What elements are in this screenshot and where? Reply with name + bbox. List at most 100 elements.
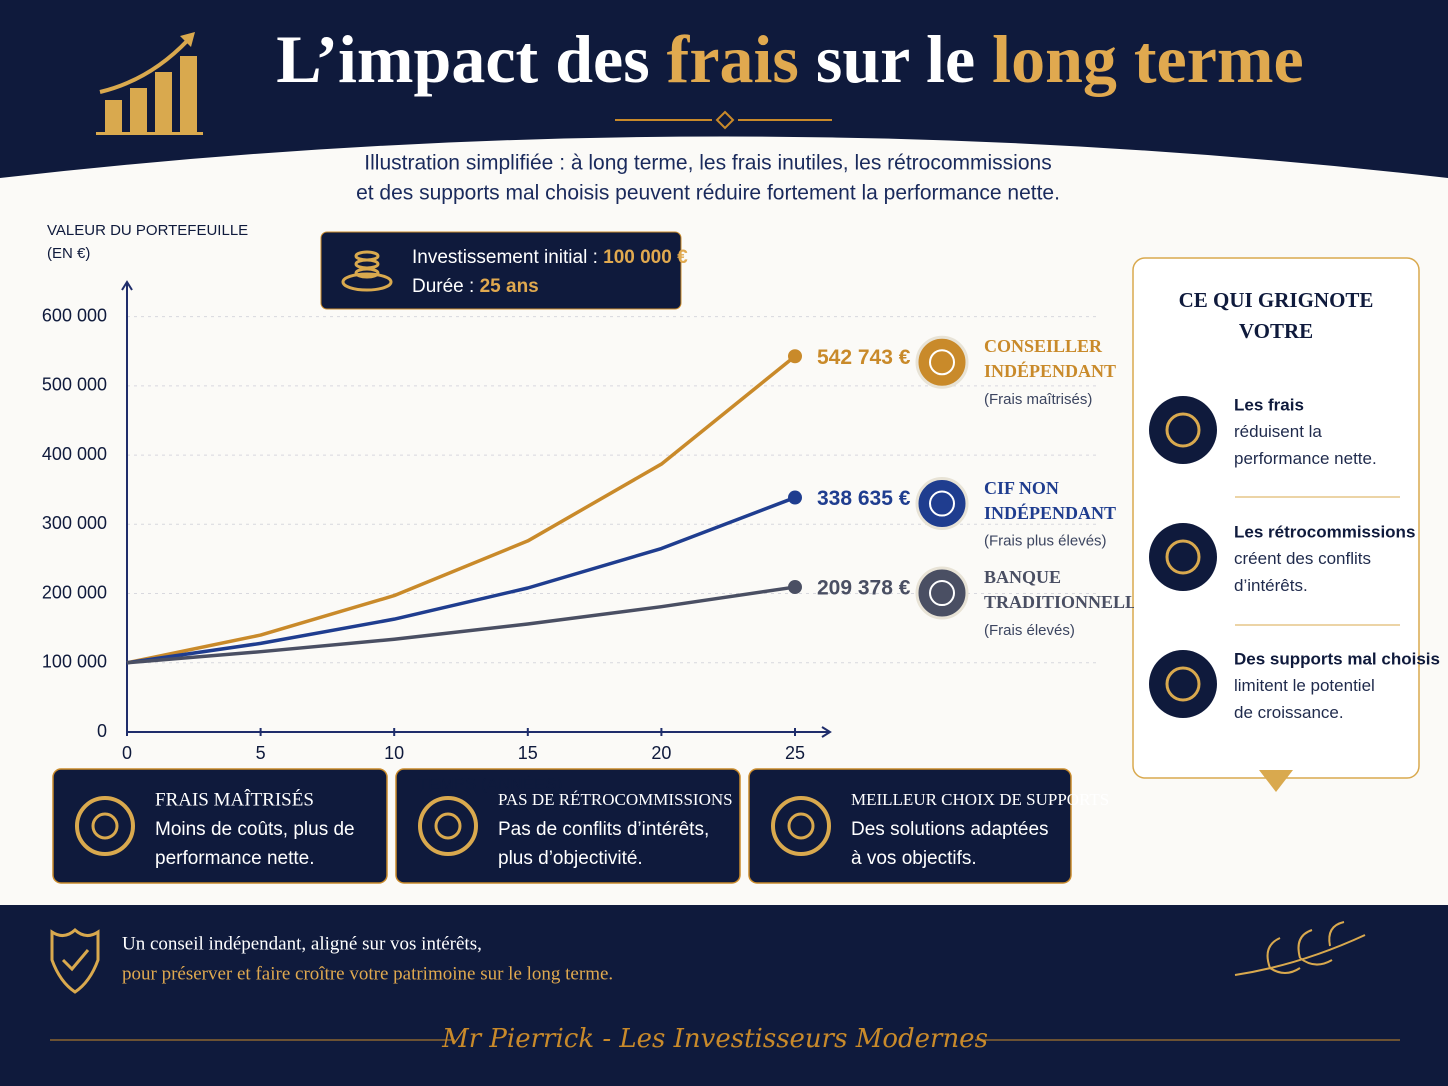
footer-line: Un conseil indépendant, aligné sur vos i…	[122, 933, 482, 954]
y-axis-label: (EN €)	[47, 245, 90, 262]
card	[52, 768, 388, 884]
panel-item-text-box: créent des conflits d’intérêts.	[1234, 549, 1372, 595]
signature: Mr Pierrick - Les Investisseurs Modernes	[441, 1024, 988, 1054]
legend-label-box: CIF NON INDÉPENDANT	[984, 477, 1117, 523]
legend-note: (Frais plus élevés)	[984, 533, 1107, 550]
y-tick-label: 300 000	[42, 513, 107, 533]
y-tick-label: 0	[97, 721, 107, 741]
footer-line: pour préserver et faire croître votre pa…	[122, 963, 613, 984]
panel-icon	[1149, 396, 1217, 464]
panel-item-text: créent des conflits d’intérêts.	[1234, 549, 1372, 595]
title-part: frais	[667, 21, 799, 97]
card-icon-detail	[787, 812, 815, 840]
panel-icon-detail	[1165, 666, 1201, 702]
card-icon	[771, 796, 831, 856]
title-ornament	[615, 110, 832, 130]
chart: VALEUR DU PORTEFEUILLE (EN €) 0 100 000 200 …	[42, 222, 1107, 794]
panel-item-text: limitent le potentiel de croissance.	[1234, 676, 1375, 722]
card	[395, 768, 741, 884]
panel-icon-detail	[1165, 412, 1201, 448]
card-text: Moins de coûts, plus de performance nett…	[155, 819, 355, 869]
cards: FRAIS MAÎTRISÉS PAS DE RÉTROCOMMISSIONS ME…	[52, 768, 1109, 884]
panel-item-title: Les rétrocommissions	[1234, 522, 1415, 541]
panel-item-text-box: réduisent la performance nette.	[1234, 422, 1377, 468]
laurel	[1234, 921, 1366, 976]
x-tick-label: 20	[651, 743, 671, 763]
legend-label-box: BANQUE TRADITIONNELLE	[984, 567, 1134, 613]
subtitle: et des supports mal choisis peuvent rédu…	[356, 182, 1060, 205]
title-part: sur le	[799, 21, 992, 97]
legend-note: (Frais élevés)	[984, 622, 1075, 639]
value-label: 338 635 €	[817, 487, 911, 510]
series-line	[126, 495, 796, 665]
y-tick-label: 400 000	[42, 444, 107, 464]
panel-icon	[1149, 650, 1217, 718]
series-line	[126, 354, 797, 665]
x-tick-label: 0	[122, 743, 132, 763]
card-icon-detail	[434, 812, 462, 840]
x-tick-label: 25	[785, 743, 805, 763]
y-tick-label: 600 000	[42, 305, 107, 325]
content-area	[0, 136, 1448, 905]
end-point	[788, 580, 802, 595]
legend-icon-detail	[929, 580, 955, 607]
coins-icon	[341, 250, 393, 292]
card-icon-detail	[91, 812, 119, 840]
subtitle: Illustration simplifiée : à long terme, …	[364, 152, 1051, 175]
card-title: MEILLEUR CHOIX DE SUPPORTS	[851, 790, 1109, 809]
x-axis-label: TEMPS (ANNÉES)	[418, 774, 563, 793]
info-value: 25 ans	[480, 276, 539, 297]
info-label: Durée :	[412, 276, 480, 297]
y-tick-label: 100 000	[42, 652, 107, 672]
info-box	[320, 231, 682, 310]
legend-icon	[915, 566, 969, 620]
info-label: Investissement initial :	[412, 247, 603, 268]
card-text-box: Moins de coûts, plus de performance nett…	[155, 819, 355, 869]
legend-label: BANQUE TRADITIONNELLE	[984, 567, 1134, 613]
legend-icon	[915, 335, 969, 389]
legend-label: CONSEILLER INDÉPENDANT	[984, 336, 1117, 382]
end-point	[788, 349, 802, 364]
card-title: FRAIS MAÎTRISÉS	[155, 788, 314, 810]
logo-icon	[96, 32, 203, 135]
panel-icon-detail	[1165, 539, 1201, 575]
title-part: L’impact des	[276, 21, 666, 97]
card-text: Pas de conflits d’intérêts, plus d’objec…	[498, 819, 710, 869]
check-icon	[61, 949, 90, 972]
legend-icon-detail	[929, 349, 955, 376]
title-part: long terme	[992, 21, 1304, 97]
y-tick-label: 200 000	[42, 582, 107, 602]
card-text-box: Pas de conflits d’intérêts, plus d’objec…	[498, 819, 710, 869]
card-icon	[418, 796, 478, 856]
y-axis-label: VALEUR DU PORTEFEUILLE	[47, 222, 248, 239]
value-label: 209 378 €	[817, 577, 911, 600]
value-label: 542 743 €	[817, 346, 911, 369]
y-axis-arrow	[121, 280, 133, 291]
legend-icon	[915, 477, 969, 531]
card-title: PAS DE RÉTROCOMMISSIONS	[498, 790, 733, 809]
card-text-box: Des solutions adaptées à vos objectifs.	[851, 819, 1049, 869]
end-point	[788, 490, 802, 505]
panel-item-text-box: limitent le potentiel de croissance.	[1234, 676, 1375, 722]
panel-item-title: Les frais	[1234, 395, 1304, 414]
info-value: 100 000 €	[603, 247, 688, 268]
shield-icon	[50, 927, 100, 994]
x-tick-label: 10	[384, 743, 404, 763]
series-line	[126, 585, 796, 665]
legend-label: CIF NON INDÉPENDANT	[984, 477, 1117, 523]
card-text: Des solutions adaptées à vos objectifs.	[851, 819, 1049, 869]
x-tick-label: 15	[518, 743, 538, 763]
card-icon	[75, 796, 135, 856]
panel-item-text: réduisent la performance nette.	[1234, 422, 1377, 468]
info-line: Durée : 25 ans	[412, 276, 539, 297]
x-tick-label: 5	[256, 743, 266, 763]
x-axis-arrow	[821, 726, 832, 738]
y-tick-label: 500 000	[42, 375, 107, 395]
panel-arrow	[1259, 770, 1293, 792]
title: L’impact des frais sur le long terme	[276, 21, 1303, 97]
panel-icon	[1149, 523, 1217, 591]
panel-title-box: CE QUI GRIGNOTE VOTRE PERFORMANCE	[1178, 288, 1374, 355]
card	[748, 768, 1072, 884]
panel-title: CE QUI GRIGNOTE VOTRE PERFORMANCE	[1178, 288, 1374, 355]
